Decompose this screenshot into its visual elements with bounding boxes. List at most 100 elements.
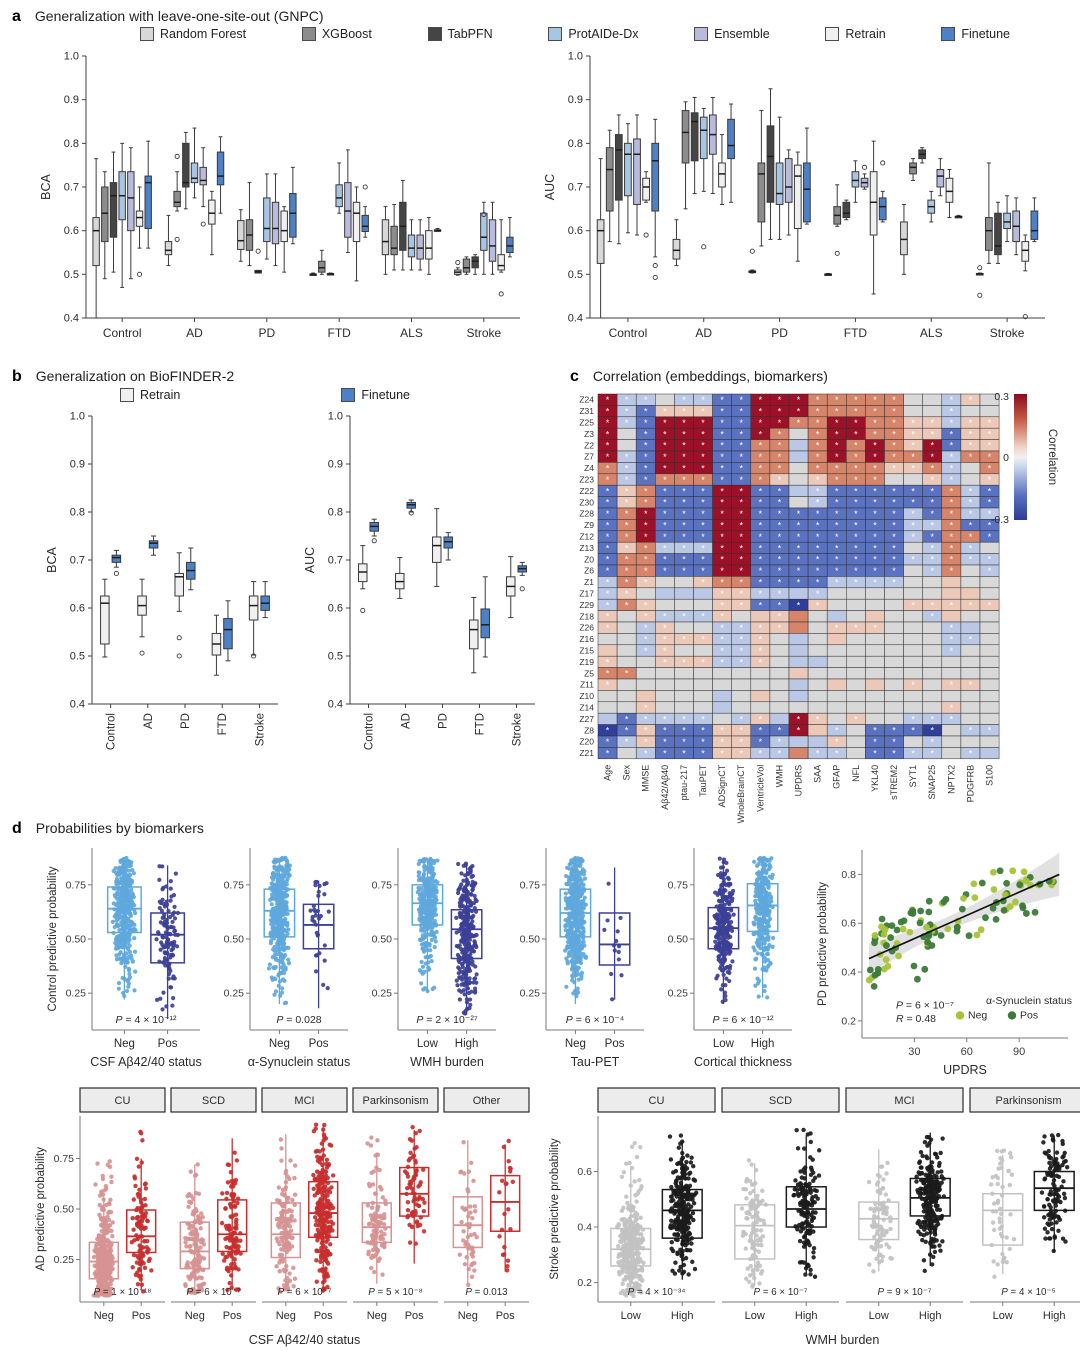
svg-text:*: * — [911, 680, 915, 690]
svg-text:*: * — [644, 555, 648, 565]
svg-text:*: * — [873, 486, 877, 496]
svg-text:*: * — [701, 657, 705, 667]
panel-b-header: b Generalization on BioFINDER-2 — [12, 368, 234, 386]
svg-text:*: * — [930, 737, 934, 747]
svg-text:Age: Age — [603, 765, 613, 781]
svg-text:*: * — [930, 464, 934, 474]
svg-text:Z2: Z2 — [584, 440, 594, 450]
chart-b-bca: 0.4 0.5 0.6 0.7 0.8 0.9 1.0 BCA Control AD PD FTD St… — [45, 411, 278, 750]
panel-a-header: a Generalization with leave-one-site-out… — [12, 8, 324, 26]
svg-text:*: * — [720, 452, 724, 462]
legend-swatch — [301, 27, 316, 41]
svg-text:*: * — [950, 407, 954, 417]
svg-text:*: * — [873, 395, 877, 405]
svg-text:*: * — [835, 543, 839, 553]
svg-text:*: * — [739, 635, 743, 645]
svg-text:*: * — [892, 726, 896, 736]
svg-text:Correlation: Correlation — [1046, 429, 1058, 485]
svg-text:*: * — [606, 407, 610, 417]
svg-text:*: * — [720, 486, 724, 496]
svg-text:*: * — [835, 737, 839, 747]
svg-text:0.50: 0.50 — [66, 934, 87, 946]
svg-text:*: * — [969, 521, 973, 531]
svg-text:*: * — [873, 464, 877, 474]
svg-text:*: * — [930, 600, 934, 610]
svg-text:*: * — [644, 703, 648, 713]
svg-text:*: * — [911, 509, 915, 519]
svg-text:*: * — [606, 521, 610, 531]
svg-text:Neg: Neg — [114, 1038, 135, 1050]
svg-text:*: * — [720, 498, 724, 508]
svg-text:0.75: 0.75 — [224, 879, 245, 891]
svg-text:1.0: 1.0 — [64, 51, 79, 63]
svg-text:PDGFRB: PDGFRB — [965, 765, 975, 803]
svg-text:*: * — [759, 532, 763, 542]
svg-text:Neg: Neg — [968, 1009, 987, 1021]
svg-text:*: * — [625, 714, 629, 724]
svg-text:*: * — [663, 726, 667, 736]
legend-swatch — [140, 27, 154, 41]
svg-text:*: * — [950, 509, 954, 519]
panel-d-letter: d — [12, 820, 22, 837]
legend-item-protaide-dx: ProtAIDe-Dx — [548, 27, 638, 41]
svg-text:*: * — [606, 589, 610, 599]
svg-text:*: * — [663, 509, 667, 519]
svg-text:*: * — [663, 407, 667, 417]
svg-text:*: * — [644, 521, 648, 531]
svg-text:*: * — [701, 418, 705, 428]
svg-text:*: * — [950, 429, 954, 439]
svg-text:*: * — [663, 737, 667, 747]
svg-text:*: * — [682, 521, 686, 531]
svg-text:*: * — [930, 486, 934, 496]
svg-text:*: * — [701, 441, 705, 451]
svg-text:*: * — [701, 612, 705, 622]
svg-text:*: * — [625, 578, 629, 588]
svg-text:0.6: 0.6 — [568, 225, 583, 237]
svg-text:*: * — [873, 578, 877, 588]
svg-text:0.8: 0.8 — [841, 869, 856, 881]
svg-text:Z7: Z7 — [584, 452, 594, 462]
svg-text:*: * — [778, 521, 782, 531]
svg-text:AD: AD — [186, 326, 203, 340]
svg-text:*: * — [720, 441, 724, 451]
svg-text:*: * — [816, 714, 820, 724]
svg-text:Z18: Z18 — [579, 611, 594, 621]
svg-text:0.50: 0.50 — [372, 934, 393, 946]
svg-text:*: * — [854, 429, 858, 439]
svg-text:Z31: Z31 — [579, 406, 594, 416]
legend-label: ProtAIDe-Dx — [568, 27, 639, 41]
svg-text:Z20: Z20 — [579, 737, 594, 747]
svg-text:PD: PD — [258, 326, 275, 340]
svg-text:CU: CU — [115, 1095, 131, 1107]
svg-text:*: * — [701, 749, 705, 759]
svg-text:α-Synuclein status: α-Synuclein status — [248, 1055, 350, 1069]
svg-text:*: * — [797, 407, 801, 417]
svg-text:*: * — [892, 498, 896, 508]
svg-text:Stroke: Stroke — [990, 326, 1025, 340]
svg-text:*: * — [969, 543, 973, 553]
svg-text:*: * — [988, 418, 992, 428]
panel-d-title: Probabilities by biomarkers — [35, 820, 204, 836]
svg-text:*: * — [835, 509, 839, 519]
svg-text:*: * — [625, 475, 629, 485]
svg-text:*: * — [778, 486, 782, 496]
svg-text:*: * — [759, 578, 763, 588]
svg-text:Z30: Z30 — [579, 497, 594, 507]
svg-text:*: * — [835, 441, 839, 451]
svg-text:*: * — [778, 589, 782, 599]
chart-a-bca: 0.4 0.5 0.6 0.7 0.8 0.9 1.0 BCA Control AD PD FTD AL… — [39, 51, 520, 340]
legend-label: Retrain — [140, 388, 181, 402]
svg-text:*: * — [682, 749, 686, 759]
svg-text:*: * — [644, 407, 648, 417]
svg-text:Z17: Z17 — [579, 589, 594, 599]
svg-text:*: * — [644, 429, 648, 439]
svg-text:*: * — [950, 452, 954, 462]
svg-text:PD: PD — [771, 326, 788, 340]
svg-text:*: * — [663, 749, 667, 759]
svg-text:*: * — [720, 657, 724, 667]
svg-text:Z3: Z3 — [584, 429, 594, 439]
svg-text:*: * — [606, 623, 610, 633]
svg-text:*: * — [778, 509, 782, 519]
svg-text:High: High — [455, 1038, 479, 1050]
svg-text:*: * — [854, 441, 858, 451]
